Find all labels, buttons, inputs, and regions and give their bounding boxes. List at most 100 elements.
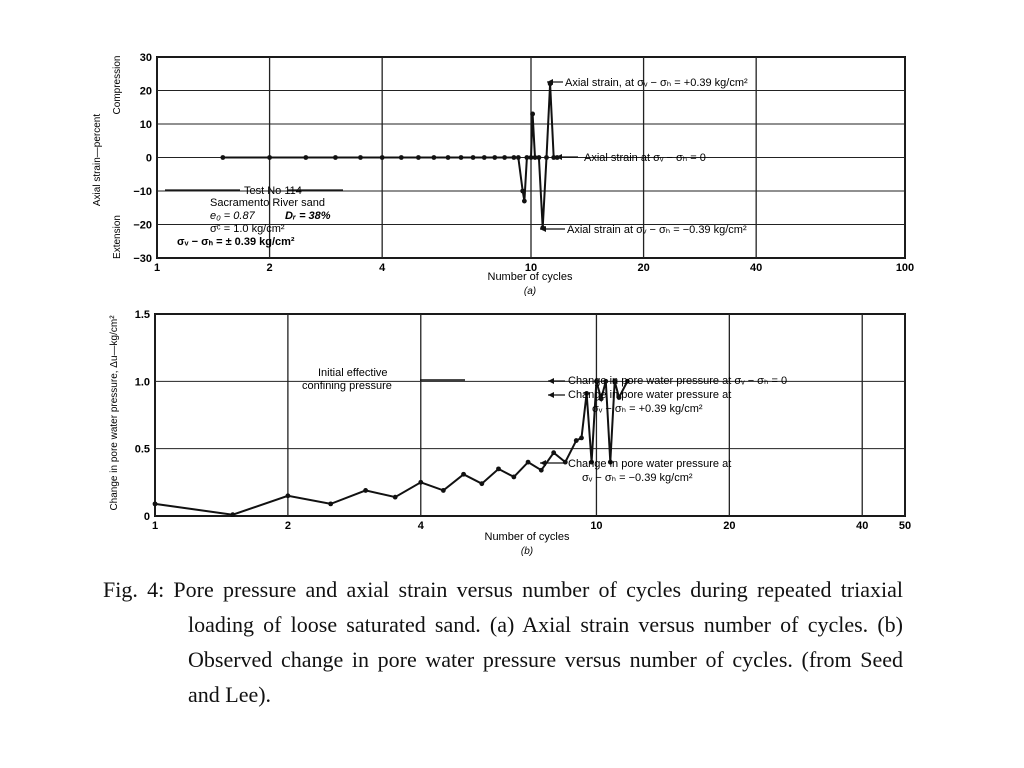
a-x-tick-label: 10 bbox=[525, 262, 537, 274]
b-data-point bbox=[418, 479, 424, 485]
a-data-point bbox=[536, 155, 542, 160]
a-data-point bbox=[333, 155, 338, 160]
b-series-path bbox=[154, 380, 629, 516]
b-data-point bbox=[479, 481, 485, 487]
a-data-point bbox=[502, 155, 508, 160]
a-data-point bbox=[416, 155, 421, 160]
chart-b-x-ticks: 1 2 4 10 20 40 50 bbox=[152, 520, 911, 532]
a-y-tick-label: 10 bbox=[140, 119, 152, 131]
a-y-tick-label: −10 bbox=[133, 186, 152, 198]
chart-b-grid bbox=[154, 313, 906, 517]
chart-b-ylabel: Change in pore water pressure, Δu—kg/cm² bbox=[109, 315, 120, 511]
a-x-tick-label: 2 bbox=[267, 262, 273, 274]
test-info-line5: σᵥ − σₕ = ± 0.39 kg/cm² bbox=[177, 236, 295, 248]
a-data-point bbox=[521, 198, 527, 204]
a-data-point bbox=[431, 155, 437, 160]
chart-b-series-line bbox=[154, 380, 629, 516]
figure-caption: Fig. 4: Pore pressure and axial strain v… bbox=[103, 572, 903, 712]
a-data-point bbox=[358, 155, 363, 160]
annotation-b-initial-2: confining pressure bbox=[302, 380, 392, 392]
chart-b: 0 0.5 1.0 1.5 1 2 4 10 20 40 50 Change in pore wa… bbox=[109, 309, 911, 557]
b-data-point bbox=[363, 488, 369, 493]
b-x-tick-label: 10 bbox=[590, 520, 602, 532]
chart-a-ylabel-extension: Extension bbox=[112, 215, 123, 259]
b-data-point bbox=[511, 474, 517, 480]
b-data-point bbox=[598, 396, 604, 402]
b-data-point bbox=[285, 493, 291, 499]
test-info-line3b: Dᵣ = 38% bbox=[285, 210, 331, 222]
a-data-point bbox=[379, 155, 385, 160]
b-x-tick-label: 40 bbox=[856, 520, 868, 532]
a-data-point bbox=[530, 111, 536, 117]
chart-b-points bbox=[152, 378, 630, 518]
b-data-point bbox=[612, 378, 618, 384]
b-data-point bbox=[440, 488, 446, 493]
a-x-tick-label: 1 bbox=[154, 262, 160, 274]
b-x-tick-label: 2 bbox=[285, 520, 291, 532]
a-data-point bbox=[532, 155, 538, 160]
b-data-point bbox=[589, 459, 594, 465]
b-y-tick-label: 1.0 bbox=[135, 376, 150, 388]
chart-b-y-ticks: 0 0.5 1.0 1.5 bbox=[135, 309, 150, 523]
b-data-point bbox=[538, 467, 544, 473]
annotation-a-lower: Axial strain at σᵥ − σₕ = −0.39 kg/cm² bbox=[567, 224, 747, 236]
a-x-tick-label: 40 bbox=[750, 262, 762, 274]
chart-a-annotations: Axial strain, at σᵥ − σₕ = +0.39 kg/cm² … bbox=[540, 77, 748, 236]
a-y-tick-label: 30 bbox=[140, 52, 152, 64]
chart-b-xlabel: Number of cycles bbox=[485, 531, 570, 543]
a-y-tick-label: 20 bbox=[140, 86, 152, 98]
chart-a-test-info: Test No 114 Sacramento River sand e₀ = 0… bbox=[165, 185, 343, 248]
b-data-point bbox=[496, 466, 501, 472]
b-data-point bbox=[562, 459, 568, 465]
caption-text: Fig. 4: Pore pressure and axial strain v… bbox=[103, 577, 903, 707]
chart-a-panel-label: (a) bbox=[524, 286, 536, 297]
a-y-tick-label: 0 bbox=[146, 153, 152, 165]
a-data-point bbox=[267, 155, 272, 160]
a-data-point bbox=[511, 155, 517, 160]
a-data-point bbox=[481, 155, 487, 160]
chart-b-annotations: Initial effective confining pressure Cha… bbox=[302, 367, 787, 484]
a-data-point bbox=[303, 155, 309, 160]
annotation-b-r3b: σᵥ − σₕ = −0.39 kg/cm² bbox=[582, 472, 693, 484]
a-x-tick-label: 20 bbox=[637, 262, 649, 274]
a-data-point bbox=[528, 155, 534, 160]
a-data-point bbox=[551, 155, 557, 160]
b-data-point bbox=[579, 435, 584, 441]
annotation-b-r3a: Change in pore water pressure at bbox=[568, 458, 731, 470]
b-data-point bbox=[607, 459, 613, 465]
annotation-b-r2b: σᵥ − σₕ = +0.39 kg/cm² bbox=[592, 403, 703, 415]
a-y-tick-label: −20 bbox=[133, 220, 152, 232]
b-x-tick-label: 4 bbox=[418, 520, 425, 532]
b-data-point bbox=[616, 395, 622, 400]
chart-a-ylabel: Axial strain—percent bbox=[92, 114, 103, 206]
a-data-point bbox=[492, 155, 498, 160]
b-data-point bbox=[152, 501, 158, 507]
figure-svg: 30 20 10 0 −10 −20 −30 1 2 4 10 20 40 10 0 Axial stra… bbox=[92, 52, 914, 557]
test-info-line4: σ̄ᶜ = 1.0 kg/cm² bbox=[210, 223, 285, 235]
a-data-point bbox=[524, 155, 530, 160]
b-y-tick-label: 0.5 bbox=[135, 444, 150, 456]
a-data-point bbox=[398, 155, 404, 160]
b-data-point bbox=[573, 438, 579, 443]
b-data-point bbox=[230, 512, 236, 518]
a-y-tick-label: −30 bbox=[133, 253, 152, 265]
chart-a-xlabel: Number of cycles bbox=[488, 271, 573, 283]
a-data-point bbox=[544, 155, 549, 160]
chart-b-frame bbox=[154, 313, 906, 517]
b-data-point bbox=[594, 378, 599, 384]
b-y-tick-label: 1.5 bbox=[135, 309, 150, 321]
b-data-point bbox=[392, 494, 398, 500]
b-y-tick-label: 0 bbox=[144, 511, 150, 523]
chart-a-ylabel-compression: Compression bbox=[112, 56, 123, 115]
annotation-a-upper: Axial strain, at σᵥ − σₕ = +0.39 kg/cm² bbox=[565, 77, 748, 89]
a-data-point bbox=[458, 155, 464, 160]
b-data-point bbox=[525, 459, 531, 465]
b-x-tick-label: 50 bbox=[899, 520, 911, 532]
a-data-point bbox=[470, 155, 476, 160]
chart-a-x-ticks: 1 2 4 10 20 40 100 bbox=[154, 262, 914, 274]
test-info-line2: Sacramento River sand bbox=[210, 197, 325, 209]
b-data-point bbox=[461, 471, 466, 477]
a-data-point bbox=[220, 155, 226, 160]
